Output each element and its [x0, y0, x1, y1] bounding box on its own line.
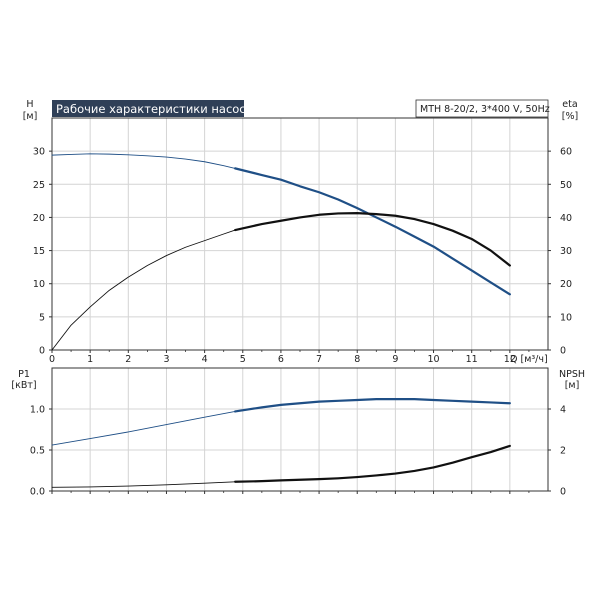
x-tick-label: 0 — [49, 354, 55, 365]
bottom-series — [51, 398, 511, 488]
bottom-grid — [52, 368, 548, 491]
x-tick-label: 12 — [504, 354, 516, 365]
top-right-tick-label: 10 — [560, 312, 572, 323]
bottom-right-tick-label: 4 — [560, 405, 566, 416]
top-right-tick-label: 60 — [560, 147, 572, 158]
top-left-tick-label: 15 — [33, 246, 45, 257]
bottom-right-axis-label: NPSH — [559, 369, 585, 380]
bottom-tick-labels: 0.0 0.5 1.0 0 2 4 — [30, 405, 566, 498]
top-right-tick-label: 20 — [560, 279, 572, 290]
x-tick-label: 5 — [240, 354, 246, 365]
title-box — [52, 100, 244, 117]
bottom-left-tick-label: 0.5 — [30, 446, 45, 457]
model-label-box — [415, 99, 549, 118]
bottom-right-tick-label: 2 — [560, 446, 566, 457]
x-tick-label: 10 — [427, 354, 439, 365]
x-tick-label: 4 — [202, 354, 208, 365]
top-left-axis-label: H — [26, 99, 33, 110]
bottom-left-axis-unit: [кВт] — [11, 380, 36, 391]
x-tick-label: 1 — [87, 354, 93, 365]
top-plot-frame — [51, 117, 549, 351]
bottom-series-black-bold-line — [234, 444, 511, 483]
top-series-black-bold-line — [234, 212, 511, 267]
chart-title: Рабочие характеристики насоса — [56, 102, 253, 116]
model-label: MTH 8-20/2, 3*400 V, 50Hz — [420, 104, 550, 115]
top-right-tick-label: 30 — [560, 246, 572, 257]
top-left-tick-label: 5 — [39, 312, 45, 323]
top-right-tick-label: 0 — [560, 346, 566, 357]
top-left-tick-label: 25 — [33, 180, 45, 191]
top-right-tick-label: 50 — [560, 180, 572, 191]
bottom-right-tick-label: 0 — [560, 487, 566, 498]
top-left-tick-label: 20 — [33, 213, 45, 224]
x-axis-label: Q [м³/ч] — [510, 354, 548, 365]
x-tick-label: 7 — [316, 354, 322, 365]
x-tick-label: 11 — [466, 354, 478, 365]
top-series — [51, 153, 511, 351]
x-tick-label: 2 — [125, 354, 131, 365]
top-grid — [52, 118, 548, 350]
top-left-tick-label: 0 — [39, 346, 45, 357]
top-left-tick-label: 30 — [33, 147, 45, 158]
bottom-left-axis-label: P1 — [18, 369, 30, 380]
bottom-plot-frame — [51, 367, 549, 492]
x-tick-label: 8 — [354, 354, 360, 365]
bottom-series-blue-thin-line — [51, 411, 236, 446]
top-left-axis-unit: [м] — [23, 111, 38, 122]
top-series-black-thin-line — [51, 229, 236, 351]
bottom-series-blue-bold-line — [234, 398, 511, 413]
top-right-axis-unit: [%] — [562, 111, 578, 122]
top-tick-labels: 0 1 2 3 4 5 6 7 8 9 10 11 12051015202530010203040506… — [33, 147, 572, 365]
top-series-blue-thin-line — [51, 153, 236, 169]
bottom-left-tick-label: 1.0 — [30, 405, 45, 416]
bottom-series-black-thin-line — [51, 481, 236, 488]
top-series-blue-bold-line — [234, 167, 511, 296]
top-right-axis-label: eta — [562, 99, 577, 110]
x-tick-label: 6 — [278, 354, 284, 365]
top-right-tick-label: 40 — [560, 213, 572, 224]
x-tick-label: 9 — [392, 354, 398, 365]
top-left-tick-label: 10 — [33, 279, 45, 290]
bottom-left-tick-label: 0.0 — [30, 487, 45, 498]
x-tick-label: 3 — [163, 354, 169, 365]
bottom-right-axis-unit: [м] — [565, 380, 580, 391]
